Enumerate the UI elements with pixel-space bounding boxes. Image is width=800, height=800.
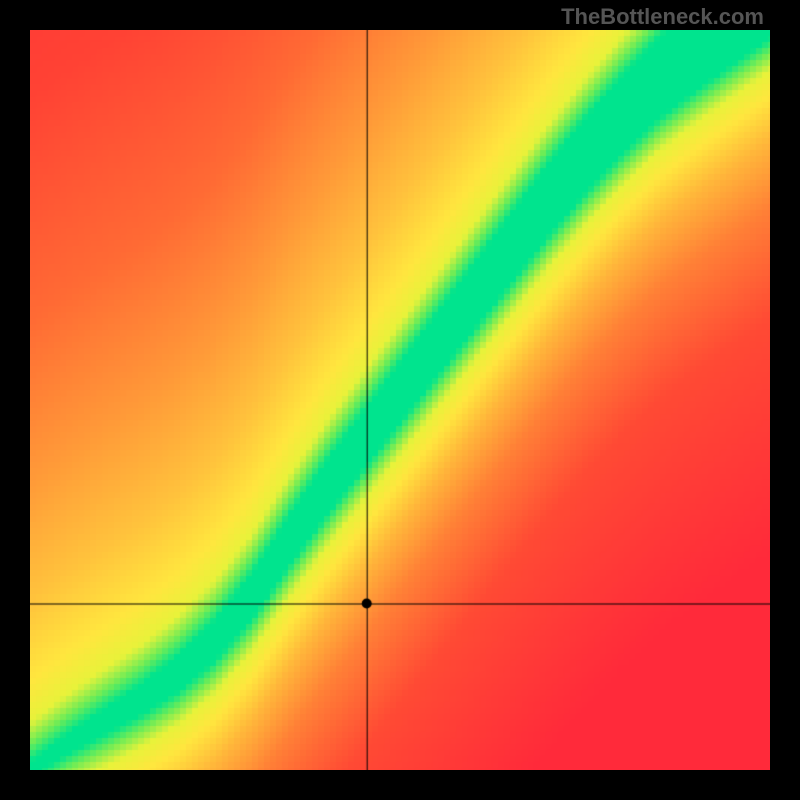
bottleneck-heatmap — [30, 30, 770, 770]
watermark-text: TheBottleneck.com — [561, 4, 764, 30]
chart-container: TheBottleneck.com — [0, 0, 800, 800]
